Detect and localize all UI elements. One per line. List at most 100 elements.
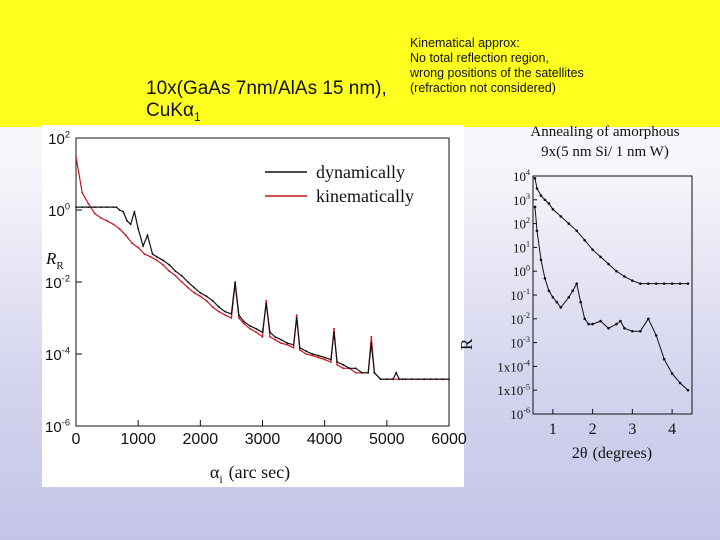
chart1-point-dynamically [237,314,240,317]
chart1-point-dynamically [370,342,373,345]
chart1-point-dynamically [211,299,214,302]
chart1-point-dynamically [242,320,245,323]
chart1-point-dynamically [323,356,326,359]
chart1-point-kinematically [292,346,295,349]
chart1-legend-label-dynamically: dynamically [316,162,405,182]
chart1-point-kinematically [230,317,233,319]
chart1-point-kinematically [295,314,298,317]
chart1-x-tick-label: 4000 [307,431,343,448]
chart1-point-dynamically [261,331,264,334]
chart1-x-tick-label: 6000 [431,431,467,448]
chart1-point-dynamically [174,270,177,273]
chart1-panel [42,125,464,487]
chart1-point-kinematically [93,212,96,215]
chart1-point-dynamically [392,378,394,381]
chart1-point-dynamically [298,346,301,349]
chart1-point-kinematically [174,274,177,277]
chart1-point-dynamically [129,223,132,226]
chart1-point-dynamically [155,255,158,258]
chart1-point-kinematically [187,286,189,289]
chart1-point-dynamically [187,281,189,283]
chart1-point-kinematically [193,291,196,294]
chart1-y-tick-label: 10-6 [45,417,70,436]
chart1-point-dynamically [106,206,108,209]
chart1-point-kinematically [317,356,320,359]
chart1-point-dynamically [333,331,335,334]
chart1-point-dynamically [280,338,283,341]
chart1-point-kinematically [237,317,240,319]
chart1-point-dynamically [168,263,171,266]
chart1-point-dynamically [448,378,450,381]
chart1-point-kinematically [131,242,133,245]
chart1-point-dynamically [93,206,96,209]
chart1-point-dynamically [435,378,438,381]
chart1-point-kinematically [298,348,301,351]
chart1-point-kinematically [205,299,208,302]
slide-title: 10x(GaAs 7nm/AlAs 15 nm), CuKα1 [146,78,387,128]
chart1-point-dynamically [137,227,140,230]
chart1-point-dynamically [305,350,307,353]
chart1-point-dynamically [255,327,258,330]
chart1-point-dynamically [401,378,404,381]
chart1-x-tick-label: 3000 [245,431,281,448]
chart1-y-tick-label: 102 [48,129,70,148]
chart1-point-kinematically [311,354,314,357]
chart1-point-dynamically [404,378,407,381]
chart1-point-kinematically [274,338,276,341]
chart1-point-kinematically [81,191,84,194]
chart1-point-kinematically [370,335,373,338]
chart1-point-kinematically [305,353,307,355]
chart1-point-dynamically [146,234,149,237]
chart1-x-tick-label: 2000 [183,431,219,448]
chart1-point-dynamically [317,354,320,357]
chart1-point-kinematically [155,259,158,262]
note-line: No total reflection region, [410,51,549,65]
chart1-point-dynamically [395,371,398,374]
chart1-point-kinematically [224,314,227,317]
chart1-point-dynamically [385,378,388,381]
chart1-point-kinematically [329,361,332,363]
chart1-point-dynamically [118,209,121,211]
chart1-point-dynamically [410,378,413,381]
chart1-point-dynamically [417,378,419,381]
chart1-point-dynamically [230,312,233,315]
chart1-point-dynamically [423,378,426,381]
chart1-point-kinematically [323,358,326,361]
chart1-point-dynamically [269,331,271,334]
chart1-point-dynamically [274,335,276,338]
chart1-point-kinematically [143,253,146,255]
annealing-caption: Annealing of amorphous 9x(5 nm Si/ 1 nm … [505,122,705,162]
chart1-point-dynamically [249,325,251,327]
chart1-y-tick-label: 100 [48,201,70,220]
chart1-point-dynamically [142,245,145,247]
title-line-2: CuKα1 [146,100,387,128]
chart1-point-dynamically [205,295,208,298]
chart1-point-dynamically [224,310,227,313]
chart1-x-tick-label: 5000 [369,431,405,448]
chart1-x-tick-label: 0 [72,431,81,448]
chart1-point-dynamically [265,302,268,305]
chart1-point-kinematically [168,270,171,273]
chart1-point-dynamically [361,371,363,374]
chart1-point-kinematically [333,327,335,330]
chart1-point-dynamically [193,286,196,289]
chart1-point-dynamically [429,378,432,381]
chart1-point-kinematically [211,306,214,309]
chart1-point-kinematically [149,255,152,258]
chart1-point-dynamically [133,210,136,213]
chart1-point-kinematically [118,227,121,230]
chart1-point-kinematically [286,343,289,346]
chart1-point-kinematically [87,202,90,205]
chart1-point-dynamically [151,253,154,255]
chart1-point-kinematically [218,310,220,313]
annealing-line-1: Annealing of amorphous [530,124,680,140]
chart1-point-dynamically [115,206,118,209]
chart1-point-dynamically [295,317,298,319]
chart1-point-dynamically [342,363,345,366]
chart1-point-dynamically [81,206,84,209]
chart1-point-dynamically [398,378,401,381]
chart1-point-kinematically [199,295,202,298]
chart1-point-kinematically [265,299,268,302]
chart1-point-kinematically [137,246,140,249]
